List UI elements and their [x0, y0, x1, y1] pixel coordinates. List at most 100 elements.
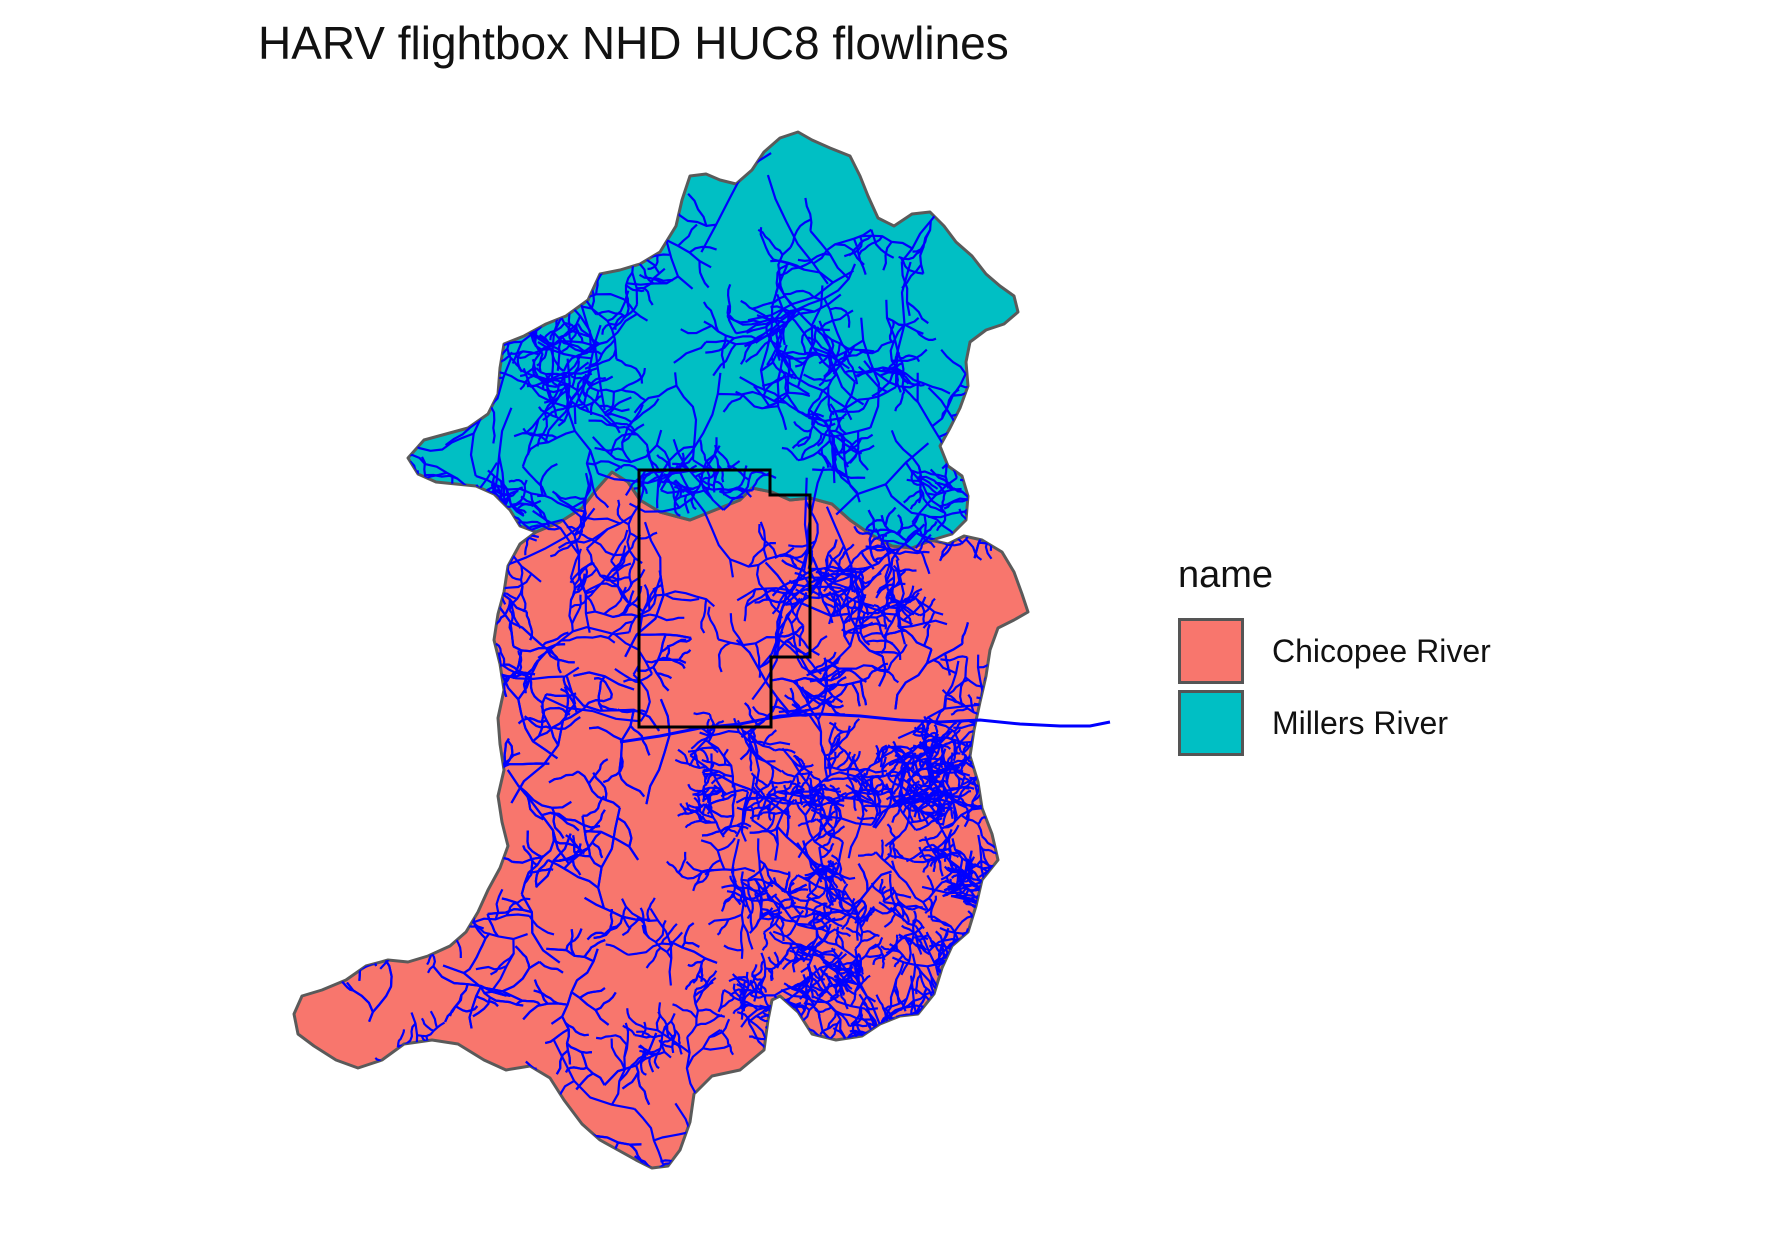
- flowline: [578, 1211, 607, 1223]
- flowline: [740, 299, 770, 321]
- flowline: [870, 882, 886, 903]
- flowline: [1026, 136, 1028, 183]
- flowline: [451, 661, 468, 681]
- flowline: [898, 765, 908, 801]
- flowline: [584, 809, 606, 834]
- flowline: [970, 476, 981, 505]
- flowline: [687, 1148, 701, 1168]
- flowline: [850, 777, 864, 792]
- flowline: [437, 676, 456, 693]
- legend: name Chicopee River Millers River: [1178, 554, 1491, 759]
- flowline: [490, 522, 506, 553]
- flowline: [837, 349, 866, 362]
- flowline: [294, 760, 319, 803]
- flowline: [476, 588, 497, 606]
- flowline: [455, 1005, 479, 1013]
- flowline: [453, 297, 482, 408]
- flowline: [928, 938, 957, 953]
- flowline: [579, 987, 606, 999]
- flowline: [881, 886, 895, 896]
- flowline: [796, 950, 813, 959]
- flowline: [614, 184, 652, 196]
- flowline: [729, 988, 746, 997]
- flowline: [346, 500, 418, 584]
- flowline: [622, 1024, 636, 1036]
- flowline: [251, 716, 267, 720]
- flowline: [445, 1201, 469, 1224]
- flowline: [537, 1128, 552, 1154]
- flowline: [474, 1105, 484, 1127]
- flowline: [610, 231, 616, 255]
- flowline: [887, 550, 930, 555]
- flowline: [566, 1042, 593, 1054]
- flowline: [1009, 880, 1027, 896]
- flowline: [294, 785, 295, 825]
- flowline: [869, 1182, 902, 1193]
- flowline: [578, 1211, 607, 1223]
- flowline: [1003, 875, 1022, 888]
- flowline: [776, 344, 788, 431]
- flowline: [254, 752, 273, 762]
- flowline: [847, 613, 884, 658]
- flowline: [828, 554, 844, 572]
- flowline: [450, 1082, 519, 1100]
- flowline: [654, 590, 716, 608]
- flowline: [267, 720, 276, 734]
- flowline: [921, 1175, 948, 1187]
- flowline: [255, 651, 278, 663]
- flowline: [789, 764, 806, 788]
- flowline: [334, 779, 364, 801]
- flowline: [279, 727, 292, 737]
- flowline: [889, 873, 906, 922]
- flowline: [440, 1178, 474, 1182]
- flowline: [673, 485, 684, 503]
- flowline: [781, 559, 808, 575]
- flowline: [870, 1035, 886, 1046]
- flowline: [1000, 883, 1013, 910]
- flowline: [993, 777, 1011, 784]
- flowline: [799, 791, 804, 806]
- flowline: [920, 551, 931, 575]
- flowline: [941, 849, 947, 862]
- flowline: [464, 1128, 536, 1168]
- flowline: [404, 702, 412, 726]
- flowline: [703, 320, 760, 342]
- flowline: [735, 309, 784, 335]
- flowline: [1054, 500, 1070, 524]
- flowline: [368, 404, 378, 435]
- flowline: [819, 968, 840, 997]
- flowline: [591, 429, 663, 464]
- flowline: [294, 620, 295, 647]
- flowline: [462, 1098, 481, 1135]
- flowline: [792, 695, 834, 715]
- flowline: [450, 1082, 519, 1100]
- flowline: [463, 932, 491, 974]
- flowline: [797, 1164, 822, 1168]
- flowline: [996, 710, 1028, 716]
- flowline: [725, 827, 738, 835]
- flowline: [670, 940, 718, 964]
- flowline: [462, 645, 486, 651]
- flowline: [368, 375, 415, 412]
- flowline: [749, 826, 779, 834]
- flowline: [939, 1008, 976, 1016]
- flowline: [806, 967, 814, 999]
- flowline: [387, 515, 410, 542]
- flowline: [700, 599, 708, 634]
- flowline: [739, 333, 765, 365]
- flowline: [522, 845, 538, 867]
- flowline: [841, 883, 849, 899]
- flowline: [409, 887, 435, 901]
- flowline: [829, 912, 858, 922]
- flowline: [834, 926, 840, 945]
- flowline: [784, 1201, 814, 1218]
- flowline: [914, 733, 929, 737]
- flowline: [633, 1155, 656, 1168]
- flowline: [774, 748, 796, 754]
- flowline: [687, 1128, 699, 1156]
- flowline: [320, 680, 341, 696]
- flowline: [826, 825, 846, 835]
- flowline: [358, 868, 378, 967]
- flowline: [788, 554, 798, 569]
- flowline: [542, 322, 566, 342]
